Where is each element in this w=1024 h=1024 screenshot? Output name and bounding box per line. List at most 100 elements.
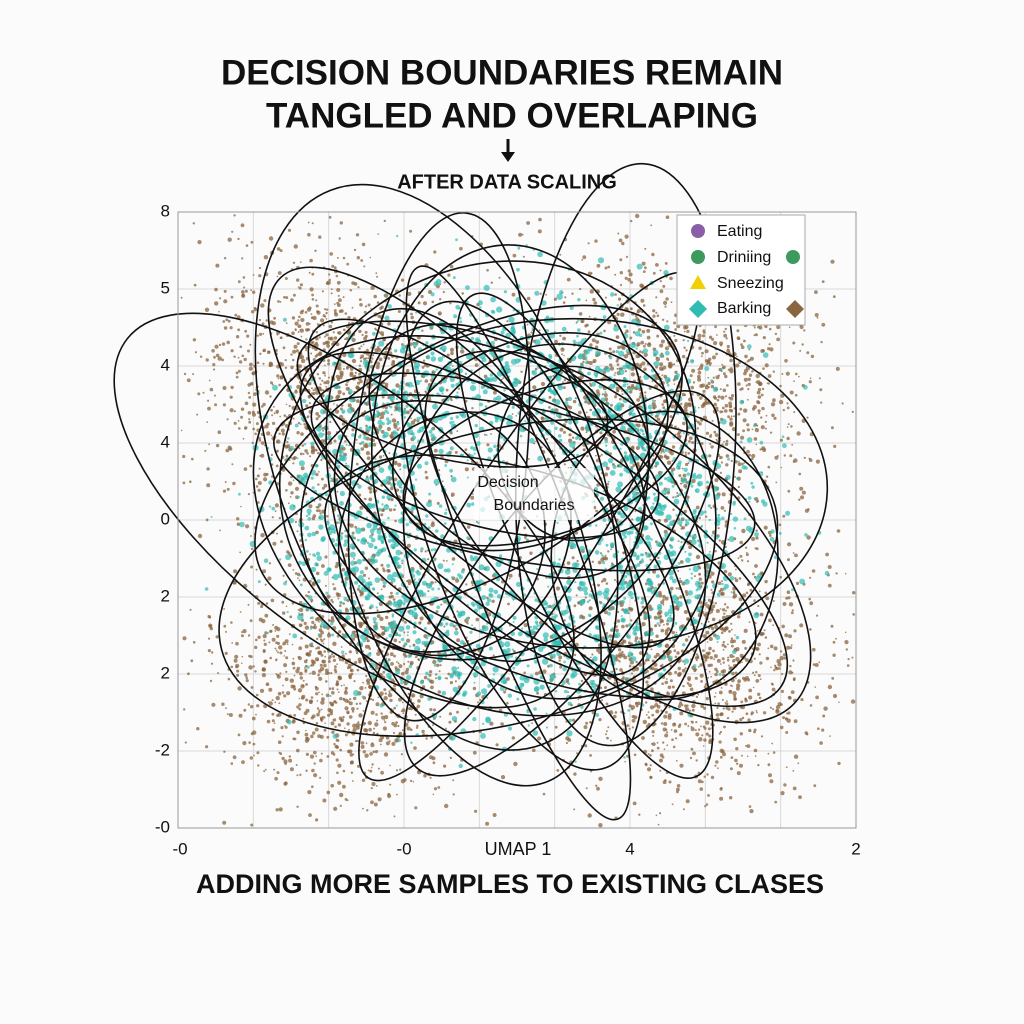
point bbox=[682, 684, 685, 688]
point bbox=[215, 263, 220, 268]
point bbox=[450, 475, 453, 478]
point bbox=[214, 301, 219, 306]
point bbox=[607, 265, 611, 269]
point bbox=[793, 719, 798, 724]
point bbox=[621, 650, 624, 654]
point bbox=[749, 588, 753, 592]
point bbox=[718, 690, 723, 695]
point bbox=[278, 751, 281, 754]
point bbox=[724, 626, 728, 631]
point bbox=[341, 422, 345, 426]
point bbox=[832, 640, 836, 644]
point bbox=[336, 594, 339, 597]
point bbox=[710, 775, 715, 780]
point bbox=[695, 653, 699, 656]
point bbox=[237, 733, 241, 737]
point bbox=[790, 690, 795, 694]
point bbox=[708, 335, 713, 339]
point bbox=[714, 325, 717, 329]
point bbox=[236, 673, 240, 677]
point bbox=[326, 735, 330, 739]
point bbox=[695, 505, 700, 510]
point bbox=[767, 465, 771, 469]
point bbox=[287, 228, 292, 232]
point bbox=[656, 741, 659, 744]
point bbox=[665, 297, 669, 301]
point bbox=[330, 477, 333, 480]
point bbox=[661, 374, 664, 376]
point bbox=[792, 552, 795, 554]
point bbox=[360, 592, 364, 596]
point bbox=[730, 459, 733, 463]
point bbox=[665, 678, 668, 680]
point bbox=[686, 329, 690, 334]
point bbox=[705, 431, 710, 435]
point bbox=[604, 296, 607, 299]
point bbox=[281, 756, 285, 761]
point bbox=[274, 625, 279, 630]
point bbox=[311, 298, 315, 301]
point bbox=[782, 602, 787, 606]
point bbox=[378, 424, 383, 429]
point bbox=[206, 421, 209, 423]
point bbox=[806, 351, 810, 355]
point bbox=[646, 670, 649, 673]
point bbox=[506, 320, 509, 323]
point bbox=[303, 659, 308, 664]
point bbox=[608, 634, 613, 638]
point bbox=[296, 730, 300, 735]
point bbox=[211, 702, 216, 707]
point bbox=[666, 692, 671, 696]
point bbox=[591, 560, 594, 563]
point bbox=[205, 358, 209, 362]
point bbox=[422, 649, 425, 652]
point bbox=[351, 428, 355, 432]
point bbox=[804, 508, 810, 513]
point bbox=[291, 316, 296, 320]
point bbox=[276, 411, 279, 414]
point bbox=[618, 681, 620, 684]
point bbox=[690, 747, 694, 751]
point bbox=[661, 619, 664, 623]
point bbox=[348, 715, 353, 719]
point bbox=[368, 727, 372, 732]
point bbox=[614, 395, 617, 399]
point bbox=[261, 667, 266, 672]
point bbox=[260, 303, 265, 308]
point bbox=[382, 567, 385, 570]
point bbox=[231, 230, 234, 233]
point bbox=[726, 348, 731, 353]
point bbox=[365, 674, 368, 678]
point bbox=[378, 465, 381, 468]
point bbox=[523, 526, 527, 530]
point bbox=[252, 491, 255, 494]
point bbox=[342, 602, 346, 605]
point bbox=[758, 696, 762, 700]
point bbox=[247, 493, 250, 496]
point bbox=[684, 451, 687, 454]
point bbox=[279, 415, 282, 418]
point bbox=[651, 742, 656, 746]
point bbox=[734, 634, 736, 636]
point bbox=[350, 347, 355, 352]
point bbox=[437, 311, 442, 316]
point bbox=[363, 728, 368, 733]
point bbox=[306, 452, 309, 455]
point bbox=[699, 365, 704, 370]
point bbox=[757, 692, 761, 696]
point bbox=[397, 336, 400, 340]
point bbox=[666, 320, 669, 323]
point bbox=[698, 577, 702, 581]
point bbox=[684, 667, 687, 670]
point bbox=[189, 480, 192, 484]
point bbox=[589, 754, 592, 757]
point bbox=[252, 412, 256, 417]
point bbox=[474, 809, 478, 813]
point bbox=[624, 234, 629, 239]
point bbox=[739, 540, 743, 545]
point bbox=[791, 609, 794, 612]
point bbox=[500, 722, 504, 726]
point bbox=[728, 396, 731, 399]
point bbox=[409, 229, 413, 233]
point bbox=[676, 494, 680, 498]
